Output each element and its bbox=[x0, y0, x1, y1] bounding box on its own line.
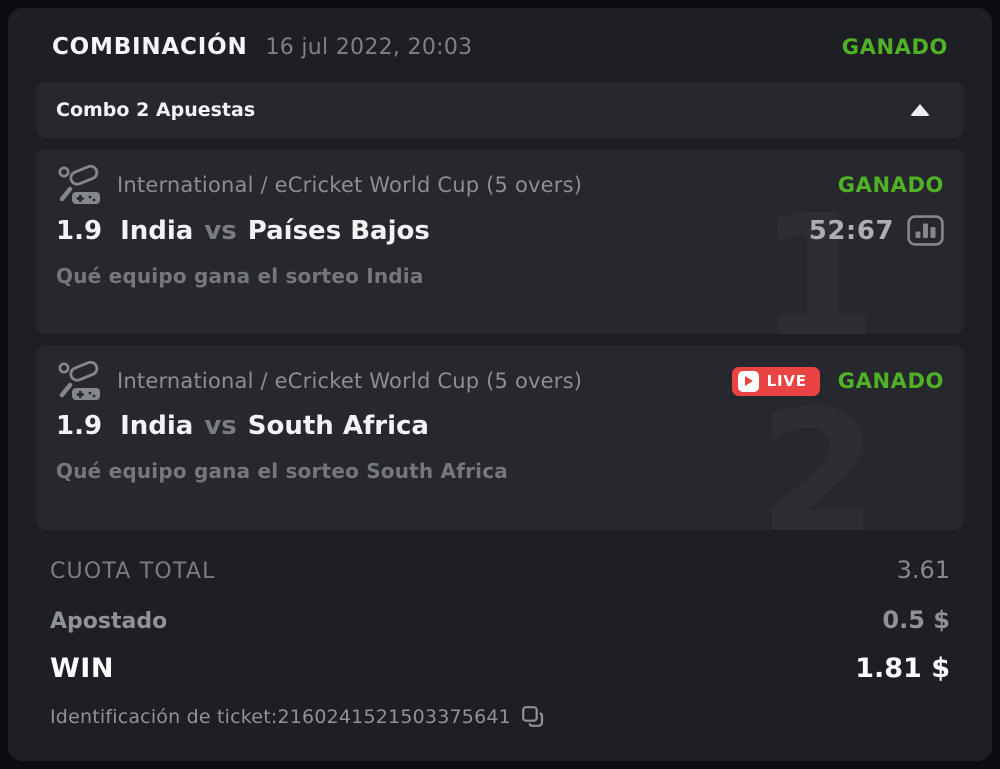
bet-ticket-card: COMBINACIÓN 16 jul 2022, 20:03 GANADO Co… bbox=[8, 8, 992, 761]
bar-chart-stats-icon[interactable] bbox=[907, 215, 944, 246]
market-description: Qué equipo gana el sorteo India bbox=[56, 264, 424, 288]
bet-datetime: 16 jul 2022, 20:03 bbox=[265, 34, 473, 60]
ticket-header: COMBINACIÓN 16 jul 2022, 20:03 GANADO bbox=[36, 34, 964, 60]
bet-number-watermark: 2 bbox=[758, 373, 878, 531]
vs-label: vs bbox=[204, 411, 237, 441]
ticket-summary: CUOTA TOTAL 3.61 Apostado 0.5 $ WIN 1.81… bbox=[36, 556, 964, 728]
ticket-id-label: Identificación de ticket: bbox=[50, 705, 278, 728]
league-name: International / eCricket World Cup (5 ov… bbox=[117, 369, 583, 393]
vs-label: vs bbox=[204, 215, 237, 246]
bet-number-watermark: 1 bbox=[758, 177, 878, 335]
ticket-id-row: Identificación de ticket: 21602415215033… bbox=[50, 705, 950, 728]
play-icon bbox=[737, 370, 759, 392]
ecricket-sport-icon bbox=[56, 360, 104, 402]
total-odds-value: 3.61 bbox=[896, 556, 950, 584]
bet-card-1: 1 International / eCricket World Cup (5 … bbox=[36, 149, 964, 334]
ticket-id-value: 2160241521503375641 bbox=[277, 705, 511, 728]
odds-value: 1.9 bbox=[56, 411, 103, 441]
live-label: LIVE bbox=[766, 372, 807, 390]
stake-value: 0.5 $ bbox=[882, 606, 950, 634]
collapse-triangle-up-icon[interactable] bbox=[910, 104, 930, 116]
copy-icon[interactable] bbox=[521, 705, 544, 728]
league-name: International / eCricket World Cup (5 ov… bbox=[117, 173, 583, 197]
home-team: India bbox=[120, 411, 194, 441]
bet-card-2: 2 International / eCricket World Cup (5 … bbox=[36, 345, 964, 530]
match-score: 52:67 bbox=[808, 215, 894, 246]
match-line: 1.9 India vs South Africa bbox=[56, 411, 429, 441]
win-value: 1.81 $ bbox=[855, 653, 950, 684]
match-line: 1.9 India vs Países Bajos bbox=[56, 216, 430, 246]
win-label: WIN bbox=[50, 653, 114, 684]
home-team: India bbox=[120, 215, 194, 246]
odds-value: 1.9 bbox=[56, 215, 103, 246]
live-badge: LIVE bbox=[731, 366, 820, 396]
ecricket-sport-icon bbox=[56, 164, 104, 206]
away-team: South Africa bbox=[247, 411, 429, 441]
away-team: Países Bajos bbox=[247, 215, 430, 246]
total-odds-label: CUOTA TOTAL bbox=[50, 559, 216, 584]
bet-status-badge: GANADO bbox=[837, 173, 944, 197]
combo-label: Combo 2 Apuestas bbox=[56, 99, 256, 121]
market-description: Qué equipo gana el sorteo South Africa bbox=[56, 459, 508, 483]
stake-label: Apostado bbox=[50, 609, 168, 634]
ticket-status-badge: GANADO bbox=[841, 35, 948, 59]
bet-type-title: COMBINACIÓN bbox=[52, 34, 248, 60]
bet-status-badge: GANADO bbox=[837, 369, 944, 393]
combo-collapse-bar[interactable]: Combo 2 Apuestas bbox=[36, 82, 964, 138]
